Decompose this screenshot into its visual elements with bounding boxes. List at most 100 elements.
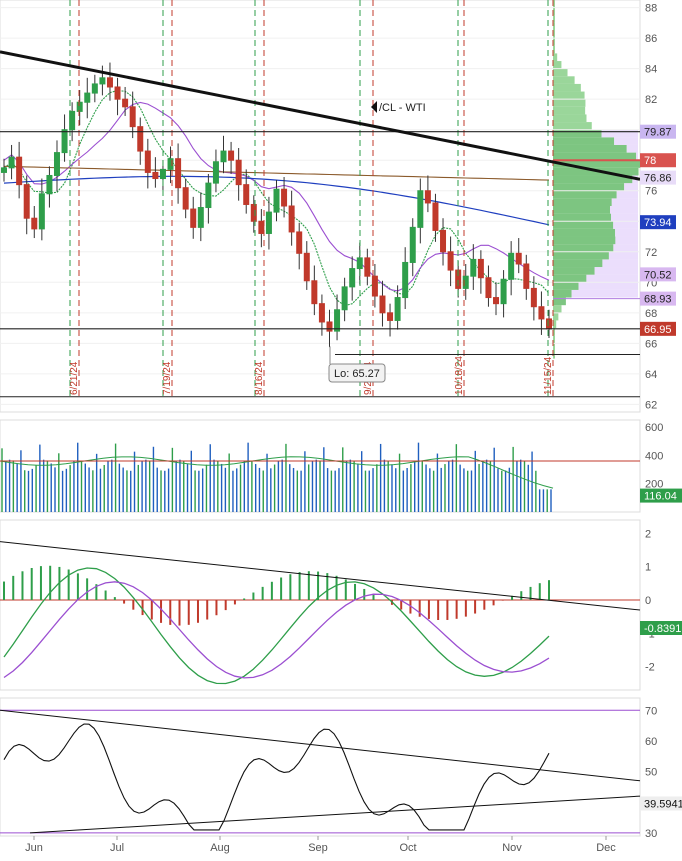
date-marker-label: 7/19/24 — [162, 361, 173, 395]
macd-tick-label: 0 — [645, 595, 651, 607]
value-area-bar — [613, 221, 638, 229]
volume-profile-bar — [553, 61, 562, 69]
volume-profile-bar — [553, 236, 616, 245]
value-area-bar — [615, 236, 638, 245]
value-area-bar — [636, 152, 638, 161]
candle-body — [349, 268, 356, 288]
candle-body — [91, 83, 98, 94]
date-marker-label: 6/21/24 — [69, 361, 80, 395]
price-badge: 66.95 — [644, 324, 672, 336]
candle-body — [16, 156, 23, 186]
macd-tick-label: 2 — [645, 528, 651, 540]
rsi-lower-trendline — [29, 795, 641, 834]
ma-long-line — [3, 165, 550, 181]
price-panel-frame — [0, 0, 641, 413]
volume-profile-bar — [553, 305, 562, 313]
value-area-bar — [626, 144, 638, 153]
candle-body — [84, 92, 91, 103]
candle-body — [197, 207, 204, 228]
volume-profile-bar — [553, 22, 555, 31]
candle-body — [53, 152, 60, 176]
value-area-bar — [613, 244, 638, 252]
value-area-bar — [624, 183, 638, 191]
price-tick-label: 84 — [645, 64, 657, 76]
candle-body — [99, 77, 106, 85]
candle-body — [8, 156, 15, 169]
price-tick-label: 68 — [645, 308, 657, 320]
value-area-bar — [615, 228, 638, 237]
candle-body — [432, 202, 439, 231]
volume-profile-bar — [553, 198, 612, 206]
rsi-chart — [0, 709, 641, 834]
value-area-bar — [601, 129, 638, 138]
rsi-tick-label: 30 — [645, 828, 657, 840]
price-badge: 68.93 — [644, 294, 672, 306]
price-badge-bg — [640, 153, 676, 168]
price-badge-bg — [640, 215, 676, 230]
volume-profile-bar — [553, 274, 587, 283]
value-area-bar — [611, 198, 638, 206]
price-badge-bg — [640, 321, 676, 336]
symbol-label-text: /CL - WTI — [379, 102, 426, 114]
price-badge: 79.87 — [644, 127, 672, 139]
volume-profile-bar — [553, 45, 555, 54]
candle-body — [326, 321, 333, 332]
date-marker-label: 11/15/24 — [543, 356, 554, 395]
candle-body — [318, 303, 325, 323]
candle-body — [334, 309, 341, 332]
value-area-bar — [610, 206, 638, 214]
candle-body — [129, 106, 136, 128]
candle-body — [523, 263, 530, 289]
candle-body — [31, 217, 38, 230]
volume-profile-bar — [553, 68, 568, 77]
downtrend-line — [0, 50, 641, 181]
rsi-tick-label: 50 — [645, 767, 657, 779]
candle-body — [152, 171, 159, 180]
volume-profile-bar — [553, 190, 617, 199]
x-axis-label: Jun — [25, 842, 43, 854]
candle-body — [500, 278, 507, 305]
volume-profile-bar — [553, 76, 575, 84]
price-tick-label: 72 — [645, 247, 657, 259]
volume-profile-bar — [553, 137, 615, 145]
candle-body — [144, 150, 151, 173]
candle-body — [175, 158, 182, 189]
value-area-bar — [616, 190, 638, 199]
price-tick-label: 86 — [645, 33, 657, 45]
volume-profile-bar — [553, 213, 612, 222]
low-callout: Lo: 65.27 — [328, 363, 386, 383]
x-axis-label: Nov — [502, 842, 522, 854]
volume-profile-bar — [553, 289, 572, 298]
x-axis-label: Sep — [308, 842, 328, 854]
rsi-tick-label: 60 — [645, 736, 657, 748]
volume-profile-bar — [553, 221, 614, 229]
candle-body — [182, 187, 189, 210]
price-badge: 78 — [644, 155, 656, 167]
arrow-left-icon — [371, 101, 377, 113]
volume-profile-bar — [553, 129, 602, 138]
volume-profile-bar — [553, 144, 627, 153]
candle-body — [530, 287, 537, 308]
volume-profile-bar — [553, 38, 555, 46]
volume-profile-bar — [553, 0, 555, 8]
value-area-bar — [602, 259, 638, 268]
candle-body — [38, 193, 45, 230]
macd-panel-frame — [0, 519, 641, 691]
volume-bars — [0, 442, 640, 512]
x-axis-label: Jul — [110, 842, 124, 854]
price-tick-label: 64 — [645, 369, 657, 381]
price-badge: 70.52 — [644, 269, 672, 281]
price-badge: 73.94 — [644, 217, 672, 229]
volume-tick-label: 400 — [645, 450, 663, 462]
candle-body — [76, 101, 83, 112]
candle-body — [379, 295, 386, 314]
volume-profile-bar — [553, 343, 555, 351]
volume-profile-bar — [553, 83, 581, 92]
volume-profile-bar — [553, 228, 616, 237]
candle-body — [190, 208, 197, 228]
volume-profile-bar — [553, 320, 557, 329]
candle-body — [212, 161, 219, 184]
volume-profile-bar — [553, 206, 611, 214]
macd-signal-line — [3, 581, 550, 679]
